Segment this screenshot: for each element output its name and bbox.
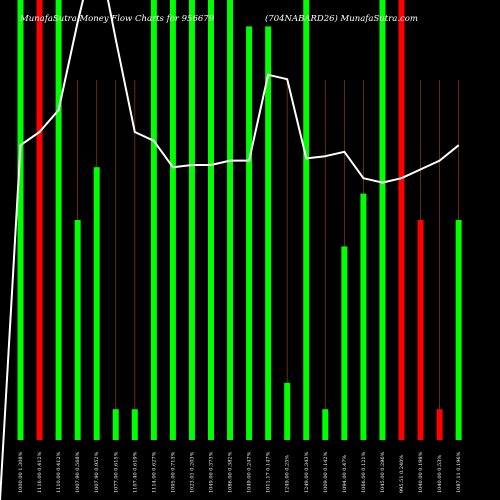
- outflow-bar: [398, 0, 405, 440]
- x-tick-label: 1086.00 0.382%: [228, 451, 234, 493]
- inflow-bar: [131, 409, 138, 440]
- bar-series: [17, 0, 462, 441]
- x-tick-label: 1114.00 0.627%: [151, 451, 157, 493]
- inflow-bar: [227, 0, 234, 440]
- money-flow-line-group: [0, 0, 460, 500]
- x-tick-label: 1040.00 0.53%: [437, 455, 443, 493]
- inflow-bar: [265, 26, 272, 441]
- x-tick-label: 995.51 0.240%: [399, 455, 405, 493]
- inflow-bar: [284, 382, 291, 440]
- x-tick-label: 1066.00 0.121%: [361, 451, 367, 493]
- inflow-bar: [379, 0, 386, 440]
- inflow-bar: [150, 0, 157, 440]
- outflow-bar: [436, 409, 443, 440]
- x-tick-label: 1110.00 0.412%: [56, 451, 62, 493]
- x-tick-label: 1007.90 0.952%: [94, 451, 100, 493]
- x-tick-label: 1009.00 0.142%: [323, 451, 329, 493]
- chart-title-right: (704NABARD26) MunafaSutra.com: [265, 14, 418, 24]
- inflow-bar: [455, 220, 462, 440]
- x-tick-label: 1023.01 0.203%: [189, 451, 195, 493]
- inflow-bar: [208, 0, 214, 440]
- inflow-bar: [322, 409, 329, 440]
- inflow-bar: [93, 167, 100, 440]
- x-tick-label: 1116.00 0.412%: [37, 451, 43, 493]
- inflow-bar: [17, 0, 24, 440]
- chart-title-left: MunafaSutra Money Flow Charts for 956679: [20, 14, 215, 24]
- x-tick-label: 1077.00 0.615%: [113, 451, 119, 493]
- inflow-bar: [169, 0, 176, 440]
- x-tick-label: 1095.00 0.713%: [170, 451, 176, 493]
- inflow-bar: [74, 220, 81, 440]
- x-tick-label: 1249.00 0.25%: [285, 455, 291, 493]
- x-tick-label: 1049.00 0.373%: [209, 451, 215, 493]
- x-tick-label: 1011.17 0.147%: [266, 451, 272, 493]
- x-tick-label: 1249.00 0.343%: [304, 451, 310, 493]
- x-tick-label: 1045.00 0.286%: [380, 451, 386, 493]
- inflow-bar: [341, 246, 348, 440]
- outflow-bar: [417, 220, 424, 440]
- inflow-bar: [55, 0, 62, 440]
- inflow-bar: [188, 0, 195, 440]
- x-tick-labels: 1000.00 1.308% 1116.00 0.412% 1110.00 0.41…: [18, 451, 462, 493]
- money-flow-line: [0, 0, 460, 500]
- x-tick-label: 1107.40 0.619%: [132, 451, 138, 493]
- x-tick-label: 1040.00 0.198%: [418, 451, 424, 493]
- inflow-bar: [112, 409, 119, 440]
- x-tick-label: 1049.00 0.247%: [247, 451, 253, 493]
- x-tick-label: 1087.11 0.196%: [456, 451, 462, 493]
- inflow-bar: [360, 193, 367, 440]
- x-tick-label: 1094.00 0.47%: [342, 455, 348, 493]
- outflow-bar: [36, 0, 43, 440]
- x-tick-label: 1000.00 1.308%: [18, 451, 24, 493]
- x-tick-label: 1007.90 0.568%: [75, 451, 81, 493]
- inflow-bar: [246, 26, 253, 441]
- inflow-bar: [303, 0, 310, 440]
